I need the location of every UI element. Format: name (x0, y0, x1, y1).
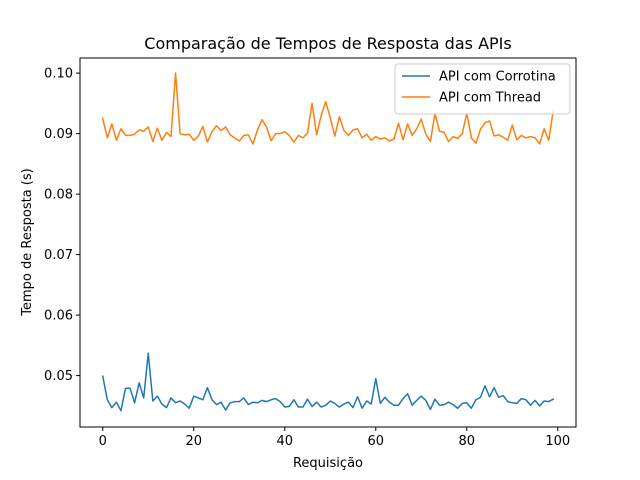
series-layer (101, 72, 555, 412)
legend: API com Corrotina API com Thread (394, 63, 571, 115)
series-line-1 (101, 352, 555, 412)
x-tick-label: 100 (545, 434, 570, 449)
x-tick-label: 60 (368, 434, 385, 449)
x-tick-label: 20 (185, 434, 202, 449)
x-tick-label: 0 (99, 434, 107, 449)
series-line-2 (101, 72, 555, 145)
y-tick-label: 0.08 (44, 188, 73, 203)
y-tick-label: 0.07 (44, 248, 73, 263)
plot-frame (79, 57, 577, 428)
x-axis-label: Requisição (293, 456, 363, 471)
legend-label-1: API com Corrotina (439, 70, 556, 85)
y-axis-label: Tempo de Resposta (s) (20, 168, 35, 316)
x-tick-label: 80 (459, 434, 476, 449)
legend-label-2: API com Thread (439, 91, 541, 106)
plot-area (79, 57, 577, 428)
y-tick-label: 0.10 (44, 67, 73, 82)
y-tick-label: 0.05 (44, 369, 73, 384)
y-axis-ticks: 0.05 0.06 0.07 0.08 0.09 0.10 (44, 67, 80, 384)
legend-box (394, 63, 571, 115)
y-tick-label: 0.06 (44, 309, 73, 324)
chart-title: Comparação de Tempos de Resposta das API… (144, 34, 511, 53)
x-axis-ticks: 0 20 40 60 80 100 (99, 427, 570, 449)
y-tick-label: 0.09 (44, 127, 73, 142)
x-tick-label: 40 (276, 434, 293, 449)
